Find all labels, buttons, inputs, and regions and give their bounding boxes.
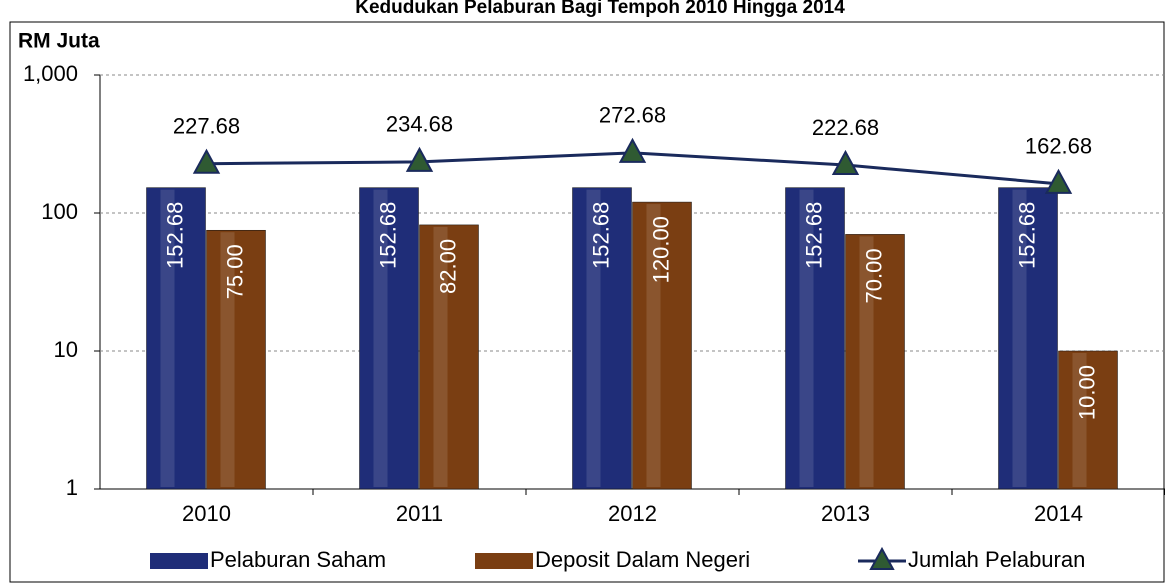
legend-label: Jumlah Pelaburan [908, 547, 1085, 572]
chart-title: Kedudukan Pelaburan Bagi Tempoh 2010 Hin… [355, 0, 845, 18]
bar-value-label: 152.68 [1014, 202, 1039, 269]
bar-value-label: 70.00 [861, 248, 886, 303]
bar [998, 187, 1058, 490]
x-tick-label: 2013 [821, 501, 870, 526]
line-marker [1044, 168, 1073, 194]
legend-swatch [150, 553, 208, 569]
x-tick-label: 2012 [608, 501, 657, 526]
bar-value-label: 10.00 [1074, 365, 1099, 420]
line-value-label: 162.68 [1025, 134, 1092, 159]
bar-shine [859, 236, 874, 487]
bar-shine [1012, 189, 1027, 487]
bar-shine [433, 226, 448, 488]
bar [632, 201, 692, 490]
legend-label: Pelaburan Saham [210, 547, 386, 572]
bar [572, 187, 632, 490]
bar-shine [1072, 353, 1087, 487]
bar-shine [220, 232, 235, 487]
bar [845, 234, 905, 490]
line-value-label: 227.68 [173, 114, 240, 139]
bar [359, 187, 419, 490]
y-tick-label: 10 [54, 337, 78, 362]
line-marker [192, 148, 221, 174]
bar-value-label: 152.68 [162, 202, 187, 269]
legend-marker [869, 546, 895, 570]
line-value-label: 234.68 [386, 112, 453, 137]
bar [1058, 350, 1118, 490]
bar-value-label: 152.68 [588, 202, 613, 269]
bar-shine [373, 189, 388, 487]
line-marker [405, 146, 434, 172]
bar [206, 229, 266, 490]
bar-value-label: 152.68 [375, 202, 400, 269]
y-tick-label: 1 [66, 475, 78, 500]
legend-label: Deposit Dalam Negeri [535, 547, 750, 572]
bar [146, 187, 206, 490]
chart-frame [9, 21, 1165, 583]
line-value-label: 272.68 [599, 103, 666, 128]
bar-value-label: 152.68 [801, 202, 826, 269]
y-tick-label: 100 [41, 199, 78, 224]
x-tick-label: 2014 [1034, 501, 1083, 526]
bar-shine [646, 204, 661, 487]
bar-value-label: 75.00 [222, 244, 247, 299]
bar-shine [799, 189, 814, 487]
x-tick-label: 2011 [396, 501, 443, 526]
x-tick-label: 2010 [182, 501, 231, 526]
bar-value-label: 120.00 [648, 216, 673, 283]
line-marker [831, 149, 860, 176]
line-marker [618, 137, 647, 163]
bar-shine [160, 189, 175, 487]
bar-shine [586, 189, 601, 487]
y-tick-label: 1,000 [23, 61, 78, 86]
bar-value-label: 82.00 [435, 239, 460, 294]
line-value-label: 222.68 [812, 115, 879, 140]
y-axis-label: RM Juta [18, 30, 100, 53]
legend-swatch [475, 553, 533, 569]
bar [419, 224, 479, 490]
bar [785, 187, 845, 490]
